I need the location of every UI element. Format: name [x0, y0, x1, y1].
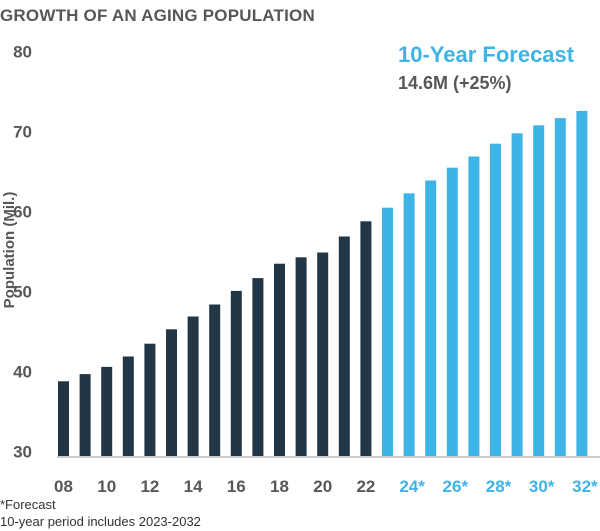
bar-20 — [317, 252, 329, 456]
x-tick-label: 14 — [184, 477, 203, 496]
bar-17 — [252, 278, 264, 456]
x-tick-label: 12 — [140, 477, 159, 496]
forecast-annotation-subtitle: 14.6M (+25%) — [398, 73, 512, 93]
bar-12 — [144, 343, 156, 456]
bar-18 — [274, 263, 285, 456]
bar-19 — [295, 257, 307, 456]
y-tick-label: 50 — [13, 283, 32, 302]
bar-24 — [403, 193, 415, 457]
bar-26 — [446, 167, 458, 456]
bar-11 — [122, 356, 134, 456]
x-tick-label: 24* — [399, 477, 425, 496]
y-tick-label: 80 — [13, 43, 32, 62]
x-tick-label: 28* — [486, 477, 512, 496]
bar-08 — [58, 381, 69, 456]
bar-28 — [490, 143, 501, 456]
y-axis-label: Population (Mil.) — [1, 192, 18, 309]
y-tick-label: 40 — [13, 363, 32, 382]
bar-32 — [576, 110, 588, 457]
x-tick-label: 30* — [529, 477, 555, 496]
bar-21 — [338, 236, 350, 456]
footnote-forecast: *Forecast — [0, 497, 56, 512]
x-tick-label: 32* — [572, 477, 598, 496]
x-tick-label: 20 — [313, 477, 332, 496]
bar-31 — [554, 118, 566, 456]
bar-23 — [382, 207, 393, 456]
x-tick-label: 10 — [97, 477, 116, 496]
forecast-annotation-title: 10-Year Forecast — [398, 42, 575, 67]
y-tick-label: 30 — [13, 443, 32, 462]
y-tick-label: 60 — [13, 203, 32, 222]
y-tick-label: 70 — [13, 123, 32, 142]
bar-27 — [468, 156, 480, 456]
bar-09 — [79, 374, 91, 456]
footnote-period: 10-year period includes 2023-2032 — [0, 514, 201, 529]
bar-22 — [360, 221, 372, 456]
bar-15 — [209, 304, 221, 456]
x-tick-label: 26* — [443, 477, 469, 496]
chart-title: GROWTH OF AN AGING POPULATION — [0, 6, 315, 25]
x-tick-label: 16 — [227, 477, 246, 496]
bar-14 — [187, 316, 199, 456]
bar-29 — [511, 133, 523, 457]
bar-16 — [230, 290, 242, 456]
x-tick-label: 08 — [54, 477, 73, 496]
x-tick-label: 22 — [356, 477, 375, 496]
bar-30 — [533, 125, 545, 457]
bar-13 — [166, 329, 177, 456]
bar-10 — [101, 366, 113, 456]
x-tick-label: 18 — [270, 477, 289, 496]
bar-25 — [425, 180, 437, 456]
